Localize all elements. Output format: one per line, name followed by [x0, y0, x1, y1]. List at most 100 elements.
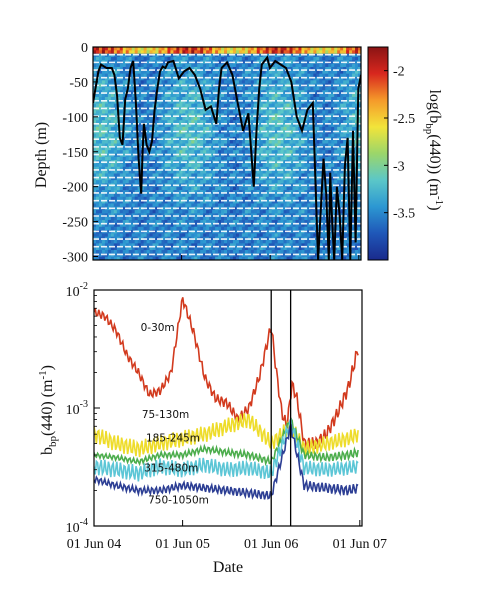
field-cell [212, 173, 216, 178]
field-cell [185, 56, 189, 61]
field-cell [152, 220, 156, 224]
field-cell [125, 140, 130, 144]
field-cell [241, 143, 246, 148]
field-cell [116, 220, 121, 224]
field-cell [188, 180, 192, 184]
field-cell [241, 86, 246, 91]
field-cell [149, 220, 153, 224]
field-cell [200, 56, 204, 61]
field-cell [206, 143, 210, 148]
field-cell [289, 86, 293, 91]
field-cell [146, 216, 150, 221]
field-cell [101, 243, 106, 248]
field-cell [110, 233, 115, 238]
field-cell [143, 47, 147, 51]
field-cell [277, 100, 281, 104]
field-cell [212, 100, 216, 104]
field-cell [265, 196, 270, 201]
field-cell [292, 123, 296, 128]
field-cell [283, 120, 287, 124]
field-cell [232, 180, 237, 184]
field-cell [289, 190, 293, 194]
field-cell [107, 123, 112, 128]
field-cell [143, 173, 147, 178]
field-cell [322, 126, 326, 131]
field-cell [265, 223, 270, 228]
field-cell [256, 153, 261, 158]
field-cell [116, 216, 121, 221]
field-cell [229, 133, 234, 138]
field-cell [250, 256, 255, 260]
field-cell [244, 200, 249, 204]
field-cell [286, 200, 290, 204]
field-cell [289, 130, 293, 134]
field-cell [277, 200, 281, 204]
field-cell [319, 170, 323, 174]
field-cell [122, 183, 127, 188]
field-cell [173, 180, 177, 184]
field-cell [140, 243, 145, 248]
field-cell [158, 143, 162, 148]
field-cell [253, 76, 258, 81]
field-cell [229, 80, 234, 85]
field-cell [98, 103, 103, 108]
field-cell [292, 166, 296, 171]
field-cell [122, 210, 127, 214]
field-cell [256, 120, 261, 124]
field-cell [93, 133, 97, 138]
field-cell [224, 223, 228, 228]
field-cell [188, 103, 192, 108]
field-cell [200, 210, 204, 214]
field-cell [110, 100, 115, 104]
field-cell [146, 76, 150, 81]
backscatter-field [93, 47, 361, 260]
field-cell [259, 126, 264, 131]
field-cell [137, 200, 142, 204]
field-cell [322, 180, 326, 184]
field-cell [227, 253, 231, 258]
field-cell [316, 176, 320, 181]
field-cell [259, 100, 264, 104]
field-cell [146, 90, 150, 94]
field-cell [197, 53, 201, 58]
field-cell [218, 176, 222, 181]
field-cell [185, 143, 189, 148]
field-cell [98, 170, 103, 174]
field-cell [247, 56, 252, 61]
field-cell [313, 90, 317, 94]
field-cell [304, 133, 308, 138]
field-cell [122, 220, 127, 224]
field-cell [274, 213, 279, 218]
field-cell [122, 156, 127, 161]
field-cell [224, 170, 228, 174]
field-cell [179, 50, 183, 55]
field-cell [131, 226, 136, 231]
field-cell [206, 133, 210, 138]
field-cell [203, 246, 207, 251]
field-cell [179, 256, 183, 260]
field-cell [188, 226, 192, 231]
field-cell [182, 220, 186, 224]
field-cell [283, 180, 287, 184]
field-cell [295, 70, 299, 75]
field-cell [155, 73, 159, 78]
field-cell [206, 216, 210, 221]
field-cell [268, 103, 273, 108]
field-cell [113, 240, 118, 244]
field-cell [137, 86, 142, 91]
field-cell [161, 160, 165, 164]
field-cell [229, 56, 234, 61]
field-cell [280, 193, 284, 198]
field-cell [191, 66, 195, 71]
field-cell [98, 140, 103, 144]
field-cell [271, 223, 276, 228]
field-cell [116, 93, 121, 98]
field-cell [227, 113, 231, 118]
field-cell [280, 86, 284, 91]
field-cell [274, 163, 279, 168]
field-cell [146, 173, 150, 178]
field-cell [227, 150, 231, 154]
field-cell [277, 196, 281, 201]
field-cell [283, 186, 287, 191]
field-cell [218, 156, 222, 161]
